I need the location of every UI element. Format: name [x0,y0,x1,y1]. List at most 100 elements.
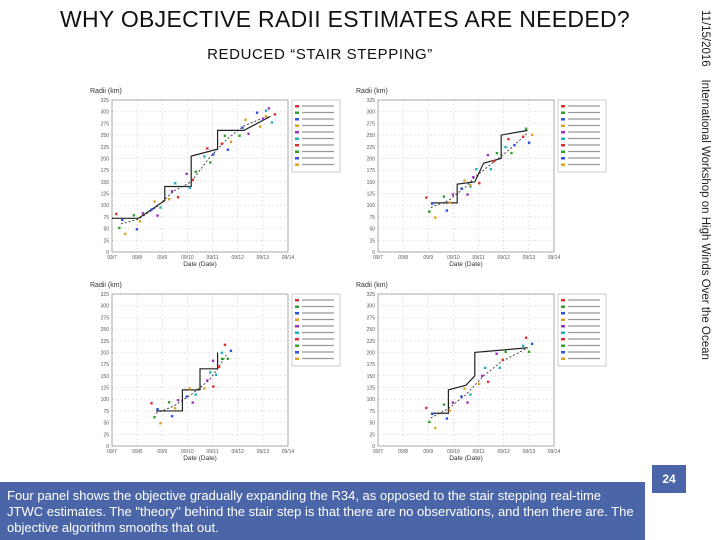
obs-point [173,407,177,410]
legend-swatch [295,150,299,153]
x-tick-label: 09/11 [472,449,484,455]
legend-swatch [561,331,565,334]
y-tick-label: 150 [367,180,376,186]
obs-point [255,111,259,114]
obs-point [463,179,466,182]
obs-point [159,422,162,425]
obs-point [150,208,153,211]
obs-point [220,142,224,145]
y-tick-label: 125 [367,386,376,392]
plot-frame [377,293,555,447]
slide-notes: Four panel shows the objective gradually… [0,482,645,540]
obs-point [527,350,531,353]
four-panel-figure: Radii (km) 325 300 275 250 225 200 175 150 125 100… [88,84,616,462]
y-tick-label: 75 [369,409,375,415]
y-tick-label: 125 [101,192,110,198]
obs-point [194,170,197,174]
obs-point [460,187,463,190]
obs-point [463,387,466,390]
obs-point [203,155,206,158]
obs-point [264,109,268,112]
sidebar-text: 11/15/2016 International Workshop on Hig… [699,10,711,360]
obs-point [223,134,227,137]
obs-point [156,214,159,217]
obs-point [191,401,194,404]
plot-frame [111,99,289,253]
obs-point [124,232,127,236]
y-tick-label: 300 [101,304,110,310]
obs-point [191,178,194,182]
obs-point [220,357,224,361]
y-tick-label: 150 [367,374,376,380]
legend-swatch [561,118,565,121]
x-axis-label: Date (Date) [183,455,217,462]
obs-point [118,226,121,230]
obs-point [176,399,180,402]
obs-point [530,133,534,136]
obs-point [244,118,247,121]
x-tick-label: 09/14 [282,449,295,455]
obs-point [466,401,469,404]
obs-point [495,352,498,356]
y-tick-label: 250 [367,133,376,139]
obs-point [214,373,218,377]
obs-point [211,359,215,363]
y-tick-label: 0 [372,444,375,450]
legend-swatch [295,318,299,321]
obs-point [209,371,212,374]
obs-point [504,350,507,354]
obs-point [492,159,496,163]
y-tick-label: 175 [101,362,110,368]
legend-swatch [561,131,565,134]
x-tick-label: 09/13 [523,255,536,261]
y-tick-label: 300 [367,110,376,116]
obs-point [229,349,233,352]
legend-swatch [295,111,299,114]
obs-point [495,151,499,155]
sidebar-date: 11/15/2016 [699,10,711,67]
y-tick-label: 25 [103,432,109,438]
legend-swatch [561,105,565,108]
obs-point [273,113,277,116]
x-tick-label: 09/9 [423,255,433,261]
x-tick-label: 09/7 [107,449,117,455]
obs-point [472,175,475,179]
y-tick-label: 250 [367,327,376,333]
obs-point [212,385,215,388]
obs-point [138,220,142,223]
obs-point [478,181,481,185]
obs-point [156,408,159,411]
obs-point [428,210,431,213]
y-tick-label: 175 [367,168,376,174]
legend-swatch [561,312,565,315]
x-tick-label: 09/11 [472,255,484,261]
x-axis-label: Date (Date) [183,261,217,268]
x-tick-label: 09/9 [423,449,433,455]
x-tick-label: 09/8 [398,255,408,261]
legend-swatch [295,299,299,302]
x-tick-label: 09/12 [231,255,244,261]
obs-point [150,402,153,405]
x-tick-label: 09/14 [282,255,295,261]
obs-point [223,343,227,346]
obs-point [141,212,145,215]
obs-point [115,212,118,216]
y-axis-label: Radii (km) [90,282,122,289]
legend-swatch [295,344,299,347]
obs-point [466,193,469,196]
obs-point [167,401,171,404]
obs-point [206,379,209,382]
y-tick-label: 100 [101,203,110,209]
best-track-line [430,129,528,204]
obs-point [469,393,472,396]
x-axis-label: Date (Date) [449,261,483,268]
legend-swatch [295,131,299,134]
obs-point [480,374,484,378]
legend-swatch [295,351,299,354]
panel-top-right: Radii (km) 325 300 275 250 225 200 175 150 125 100… [354,84,612,268]
x-axis-label: Date (Date) [449,455,483,462]
obs-point [121,218,124,222]
legend-swatch [561,357,565,360]
y-tick-label: 275 [367,121,376,127]
x-tick-label: 09/14 [548,255,561,261]
